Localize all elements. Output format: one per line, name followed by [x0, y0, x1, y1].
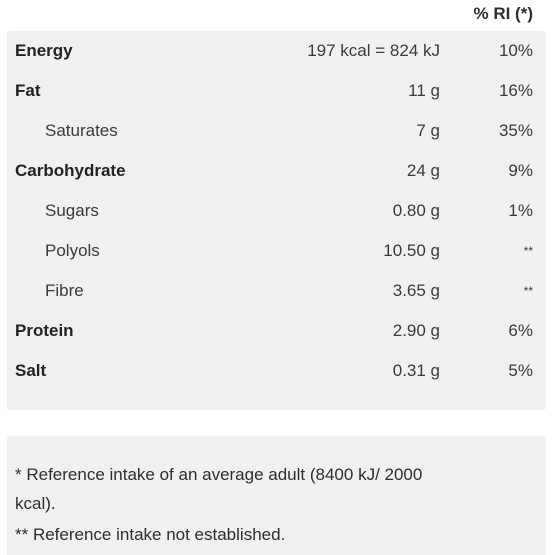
nutrient-ri: ** [523, 284, 533, 298]
table-row: Carbohydrate 24 g 9% [7, 151, 546, 191]
nutrient-ri: 9% [508, 161, 533, 180]
nutrient-name: Sugars [45, 201, 99, 220]
nutrient-ri: 35% [498, 121, 533, 140]
nutrient-name: Energy [15, 41, 73, 60]
nutrient-ri: ** [523, 244, 533, 258]
table-row: Saturates 7 g 35% [7, 111, 546, 151]
footnote-ri-definition: * Reference intake of an average adult (… [15, 465, 423, 484]
nutrient-amount: 24 g [406, 161, 440, 180]
nutrient-amount: 10.50 g [383, 241, 440, 260]
table-row: Protein 2.90 g 6% [7, 311, 546, 351]
footnotes-box: * Reference intake of an average adult (… [7, 436, 546, 555]
footnote-ri-not-established: ** Reference intake not established. [15, 525, 286, 544]
nutrient-name: Saturates [45, 121, 118, 140]
footnote-ri-definition-cont: kcal). [15, 494, 56, 513]
nutrient-amount: 7 g [416, 121, 440, 140]
nutrient-ri: 10% [498, 41, 533, 60]
table-row: Sugars 0.80 g 1% [7, 191, 546, 231]
nutrient-name: Salt [15, 361, 47, 380]
ri-column-header: % RI (*) [473, 4, 534, 23]
nutrient-amount: 2.90 g [392, 321, 440, 340]
nutrient-ri: 16% [498, 81, 533, 100]
nutrient-ri: 5% [508, 361, 533, 380]
nutrient-amount: 11 g [408, 81, 440, 100]
table-row: Fibre 3.65 g ** [7, 271, 546, 311]
nutrient-name: Protein [15, 321, 74, 340]
nutrient-amount: 3.65 g [392, 281, 440, 300]
nutrient-amount: 197 kcal = 824 kJ [307, 41, 440, 60]
nutrient-amount: 0.80 g [392, 201, 440, 220]
nutrient-ri: 1% [508, 201, 533, 220]
nutrient-name: Fat [15, 81, 41, 100]
table-row: Fat 11 g 16% [7, 71, 546, 111]
nutrient-amount: 0.31 g [392, 361, 440, 380]
nutrient-name: Polyols [45, 241, 100, 260]
nutrient-name: Carbohydrate [15, 161, 126, 180]
nutrition-table: Energy 197 kcal = 824 kJ 10% Fat 11 g 16… [7, 31, 546, 410]
nutrient-name: Fibre [45, 281, 84, 300]
nutrient-ri: 6% [508, 321, 533, 340]
table-row: Salt 0.31 g 5% [7, 351, 546, 391]
table-row: Polyols 10.50 g ** [7, 231, 546, 271]
table-row: Energy 197 kcal = 824 kJ 10% [7, 31, 546, 71]
